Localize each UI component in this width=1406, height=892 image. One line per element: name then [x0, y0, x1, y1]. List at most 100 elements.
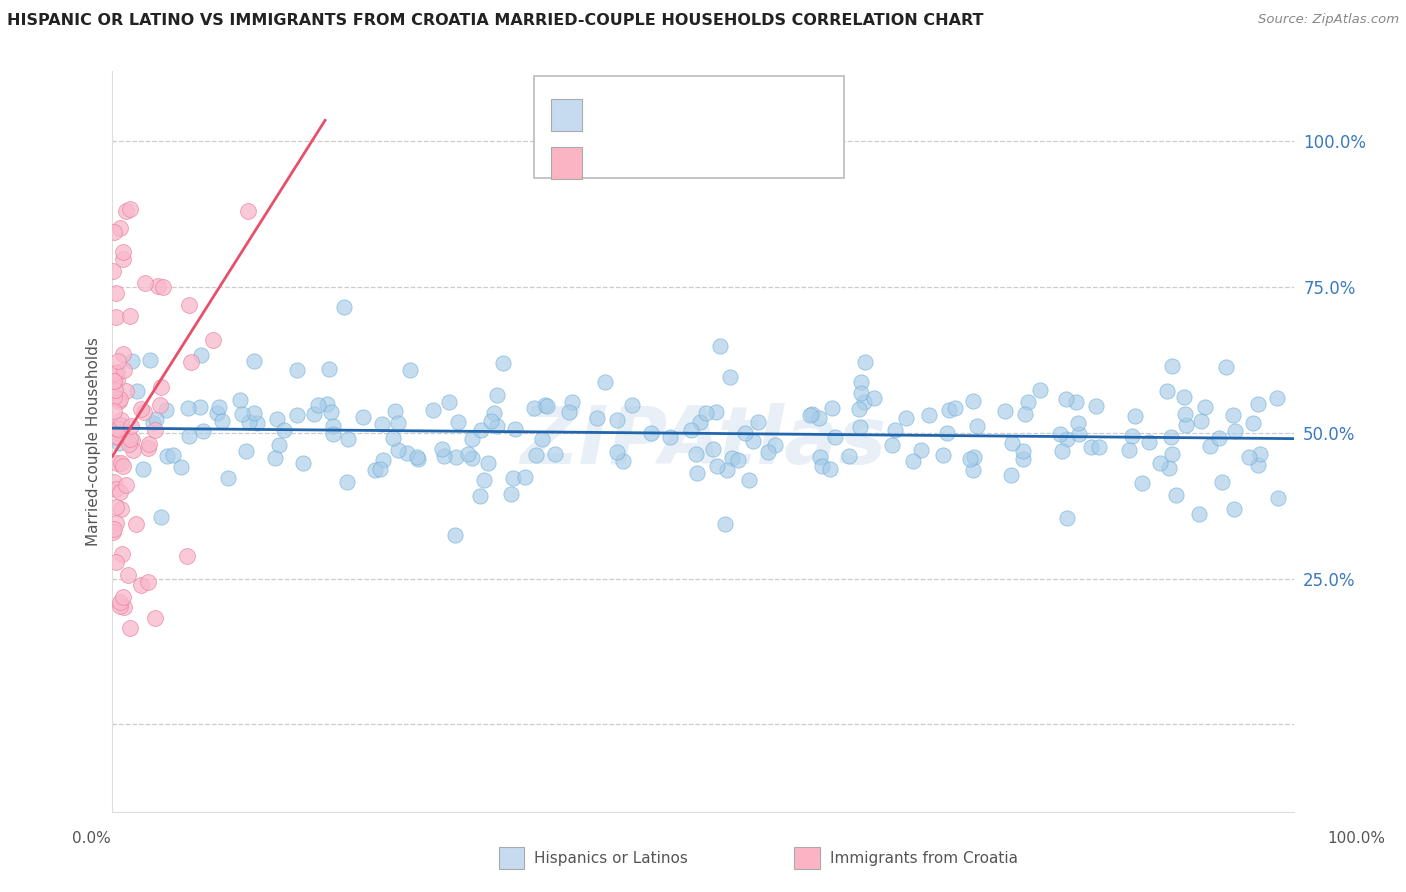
Point: [242, 406, 264, 420]
Point: [364, 463, 387, 477]
Text: 0.346: 0.346: [640, 154, 696, 172]
Point: [849, 420, 872, 434]
Point: [138, 437, 160, 451]
Point: [917, 409, 939, 423]
Point: [1215, 359, 1237, 374]
Point: [120, 621, 142, 635]
Point: [333, 300, 356, 314]
Point: [266, 411, 288, 425]
Point: [1159, 460, 1181, 475]
Point: [322, 427, 344, 442]
Point: [129, 401, 152, 416]
Point: [285, 363, 308, 377]
Point: [586, 411, 609, 425]
Point: [1175, 418, 1198, 433]
Point: [524, 448, 547, 462]
Point: [170, 459, 193, 474]
Point: [884, 423, 907, 437]
Point: [190, 348, 212, 362]
Point: [1149, 456, 1171, 470]
Text: N =: N =: [717, 106, 756, 124]
Point: [120, 418, 142, 433]
Point: [492, 356, 515, 370]
Text: R =: R =: [593, 154, 633, 172]
Point: [117, 437, 139, 451]
Point: [811, 458, 834, 473]
Point: [721, 450, 744, 465]
Point: [112, 427, 135, 442]
Point: [108, 599, 131, 613]
Point: [1267, 491, 1289, 506]
Point: [734, 426, 756, 441]
Point: [125, 516, 148, 531]
Point: [217, 471, 239, 485]
Point: [962, 463, 984, 477]
Point: [111, 347, 134, 361]
Point: [849, 385, 872, 400]
Point: [285, 408, 308, 422]
Point: [371, 453, 394, 467]
Point: [149, 510, 172, 524]
Point: [1050, 443, 1073, 458]
Point: [821, 401, 844, 416]
Point: [1211, 475, 1233, 490]
Point: [205, 405, 228, 419]
Text: 0.0%: 0.0%: [72, 831, 111, 846]
Point: [932, 449, 955, 463]
Point: [370, 417, 392, 431]
Point: [149, 380, 172, 394]
Point: [121, 354, 143, 368]
Point: [179, 297, 201, 311]
Point: [264, 451, 287, 466]
Point: [1265, 391, 1288, 405]
Point: [125, 384, 148, 399]
Point: [479, 414, 502, 428]
Point: [115, 384, 138, 398]
Point: [336, 475, 359, 489]
Point: [1161, 359, 1184, 374]
Point: [110, 417, 132, 432]
Point: [1067, 427, 1090, 442]
Point: [763, 438, 786, 452]
Point: [105, 430, 128, 444]
Point: [120, 202, 142, 216]
Point: [112, 600, 135, 615]
Point: [1173, 390, 1195, 404]
Point: [1164, 488, 1187, 502]
Point: [689, 415, 711, 429]
Point: [595, 375, 617, 389]
Point: [686, 467, 709, 481]
Point: [235, 444, 257, 458]
Text: Immigrants from Croatia: Immigrants from Croatia: [830, 851, 1018, 865]
Point: [112, 458, 135, 473]
Point: [110, 456, 132, 470]
Point: [443, 528, 465, 542]
Point: [1049, 426, 1071, 441]
Text: 200: 200: [758, 106, 796, 124]
Point: [107, 393, 129, 408]
Point: [1012, 444, 1035, 458]
Text: R =: R =: [593, 106, 633, 124]
Point: [108, 436, 131, 450]
Text: -0.169: -0.169: [640, 106, 704, 124]
Point: [1017, 395, 1039, 409]
Point: [176, 549, 198, 564]
Point: [1174, 407, 1197, 421]
Point: [143, 423, 166, 437]
Point: [155, 403, 177, 417]
Point: [1247, 458, 1270, 472]
Point: [110, 502, 132, 516]
Point: [112, 363, 135, 377]
Point: [103, 475, 125, 489]
Point: [1188, 508, 1211, 522]
Point: [238, 204, 260, 219]
Point: [121, 434, 143, 448]
Point: [863, 391, 886, 405]
Point: [104, 516, 127, 530]
Point: [1064, 394, 1087, 409]
Point: [1156, 384, 1178, 399]
Point: [880, 438, 903, 452]
Point: [808, 450, 831, 465]
Point: [718, 370, 741, 384]
Point: [640, 425, 662, 440]
